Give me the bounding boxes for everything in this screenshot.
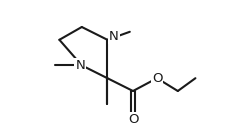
Text: O: O: [152, 72, 162, 85]
Text: N: N: [75, 59, 85, 72]
Text: N: N: [109, 30, 119, 43]
Text: O: O: [128, 113, 138, 126]
